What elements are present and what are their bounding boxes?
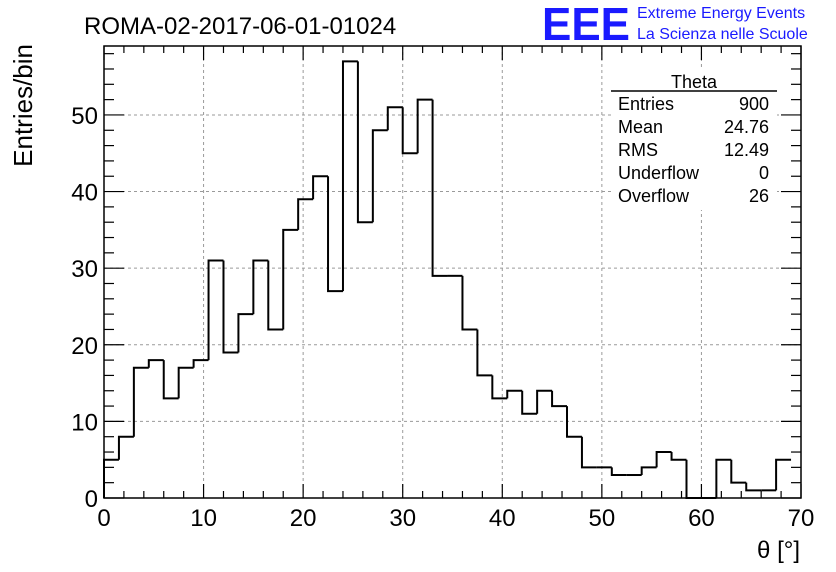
histogram-bin xyxy=(670,452,687,461)
histogram-bin xyxy=(297,198,314,230)
stats-row-label: Mean xyxy=(618,117,663,137)
histogram-bin xyxy=(371,129,388,223)
histogram-bin xyxy=(566,406,582,438)
y-tick-label: 20 xyxy=(71,333,98,360)
eee-logo: EEE Extreme Energy Events La Scienza nel… xyxy=(542,0,808,50)
histogram-bin xyxy=(147,359,164,368)
histogram-bin xyxy=(312,175,329,200)
stats-row-label: Underflow xyxy=(618,163,700,183)
x-tick-label: 10 xyxy=(190,505,217,532)
stats-row-value: 0 xyxy=(759,163,769,183)
histogram-bin xyxy=(461,275,478,331)
histogram-bin xyxy=(431,99,448,277)
histogram-bin xyxy=(132,366,149,437)
x-tick-label: 0 xyxy=(97,505,110,532)
stats-row-label: Entries xyxy=(618,94,674,114)
histogram-bin xyxy=(640,466,657,476)
x-tick-label: 40 xyxy=(489,505,516,532)
stats-row-label: Overflow xyxy=(618,186,690,206)
histogram-bin xyxy=(237,313,254,353)
x-axis-title: θ [°] xyxy=(757,537,800,564)
x-tick-label: 30 xyxy=(389,505,416,532)
x-tick-label: 60 xyxy=(688,505,715,532)
histogram-bin xyxy=(685,459,702,499)
histogram-bin xyxy=(476,329,493,377)
histogram-bin xyxy=(521,390,538,415)
histogram-bin xyxy=(715,458,732,498)
histogram-bin xyxy=(491,375,508,400)
histogram-bin xyxy=(177,366,194,399)
histogram-bin xyxy=(267,260,284,331)
stats-row-value: 12.49 xyxy=(724,140,769,160)
histogram-bin xyxy=(506,389,523,399)
eee-logo-line1: Extreme Energy Events xyxy=(637,5,805,22)
histogram-bin xyxy=(207,259,224,361)
histogram-bin xyxy=(162,360,179,400)
stats-row-value: 900 xyxy=(739,94,769,114)
histogram-bin xyxy=(103,458,119,498)
histogram-bin xyxy=(655,451,672,468)
stats-box-background xyxy=(611,70,777,210)
histogram-bin xyxy=(386,106,403,131)
y-axis-title: Entries/bin xyxy=(8,44,38,167)
histogram-bin xyxy=(401,107,418,155)
histogram xyxy=(103,60,792,499)
stats-box-title: Theta xyxy=(671,72,718,92)
stats-row-value: 24.76 xyxy=(724,117,769,137)
grid-lines xyxy=(104,46,801,498)
eee-logo-line2: La Scienza nelle Scuole xyxy=(637,26,808,43)
y-tick-label: 30 xyxy=(71,256,98,283)
x-tick-label: 20 xyxy=(290,505,317,532)
x-tick-label: 70 xyxy=(788,505,815,532)
x-tick-label: 50 xyxy=(589,505,616,532)
histogram-bin xyxy=(551,390,568,408)
y-axis-labels: 0 10 20 30 40 50 xyxy=(71,103,98,513)
y-tick-label: 50 xyxy=(71,103,98,130)
histogram-bin xyxy=(327,176,343,293)
histogram-bin xyxy=(117,435,134,460)
histogram-bin xyxy=(775,458,792,491)
histogram-bin xyxy=(580,436,597,469)
histogram-bin xyxy=(610,467,627,477)
histogram-bin xyxy=(282,228,299,330)
histogram-bin xyxy=(252,259,269,315)
histogram-bin xyxy=(356,61,373,224)
eee-logo-mark: EEE xyxy=(542,0,630,50)
histogram-bin xyxy=(222,260,239,354)
stats-row-label: RMS xyxy=(618,140,658,160)
histogram-bin xyxy=(745,482,762,492)
y-tick-label: 0 xyxy=(85,486,98,513)
histogram-bin xyxy=(536,389,553,414)
y-tick-label: 40 xyxy=(71,180,98,207)
chart-title: ROMA-02-2017-06-01-01024 xyxy=(84,13,396,40)
y-tick-label: 10 xyxy=(71,409,98,436)
stats-row-value: 26 xyxy=(749,186,769,206)
x-axis-labels: 0 10 20 30 40 50 60 70 xyxy=(97,505,814,532)
plot-frame xyxy=(103,45,802,499)
histogram-bin xyxy=(341,60,358,292)
histogram-bin xyxy=(416,98,433,154)
axis-ticks xyxy=(103,46,802,499)
histogram-bin xyxy=(192,359,209,368)
histogram-bin xyxy=(730,459,747,484)
